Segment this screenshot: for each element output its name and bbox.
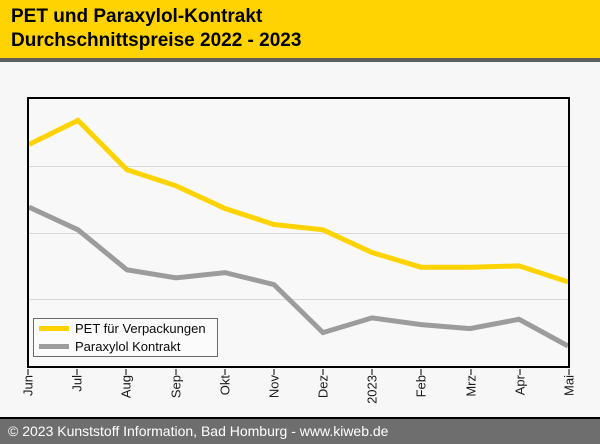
x-axis-label: Feb [413,375,429,398]
series-line-paraxylol-kontrakt [29,204,568,349]
x-axis-label: 2023 [364,375,380,404]
footer-text: © 2023 Kunststoff Information, Bad Hombu… [8,423,389,439]
footer: © 2023 Kunststoff Information, Bad Hombu… [0,417,600,444]
x-axis-tick [27,369,29,375]
x-axis-tick [76,369,78,375]
x-axis-tick [371,369,373,375]
x-axis: Jun Jul Aug Sep Okt Nov Dez 2023 Feb Mrz Apr Mai [21,369,577,421]
x-axis-label: Sep [168,375,184,399]
x-axis-label: Okt [217,375,233,396]
x-axis-tick [568,369,570,375]
legend-item-pet: PET für Verpackungen [34,320,217,337]
paraxylol-line-swatch [39,344,69,349]
x-axis-label: Jul [69,375,85,392]
x-axis-tick [470,369,472,375]
x-axis-tick [175,369,177,375]
pet-line-swatch [39,326,69,331]
legend: PET für Verpackungen Paraxylol Kontrakt [33,318,218,357]
chart-header: PET und Paraxylol-Kontrakt Durchschnitts… [0,0,600,62]
x-axis-tick [420,369,422,375]
plot-area: PET für Verpackungen Paraxylol Kontrakt [27,97,570,368]
x-axis-tick [519,369,521,375]
x-axis-tick [273,369,275,375]
x-axis-label: Nov [266,375,282,399]
x-axis-tick [322,369,324,375]
x-axis-label: Mrz [463,375,479,397]
x-axis-label: Aug [118,375,134,399]
gridline [29,232,568,234]
x-axis-label: Mai [561,375,577,396]
chart-title-line2: Durchschnittspreise 2022 - 2023 [11,30,302,51]
legend-item-paraxylol: Paraxylol Kontrakt [34,338,217,355]
gridline [29,165,568,167]
x-axis-tick [224,369,226,375]
x-axis-label: Apr [512,375,528,396]
chart-lines-svg [29,117,568,349]
x-axis-label: Dez [315,375,331,399]
legend-label-pet: PET für Verpackungen [75,321,206,336]
legend-label-paraxylol: Paraxylol Kontrakt [75,339,181,354]
series-line-pet-f-r-verpackungen [29,117,568,285]
x-axis-tick [125,369,127,375]
gridline [29,299,568,301]
x-axis-label: Jun [20,375,36,396]
chart-title-line1: PET und Paraxylol-Kontrakt [11,6,263,27]
